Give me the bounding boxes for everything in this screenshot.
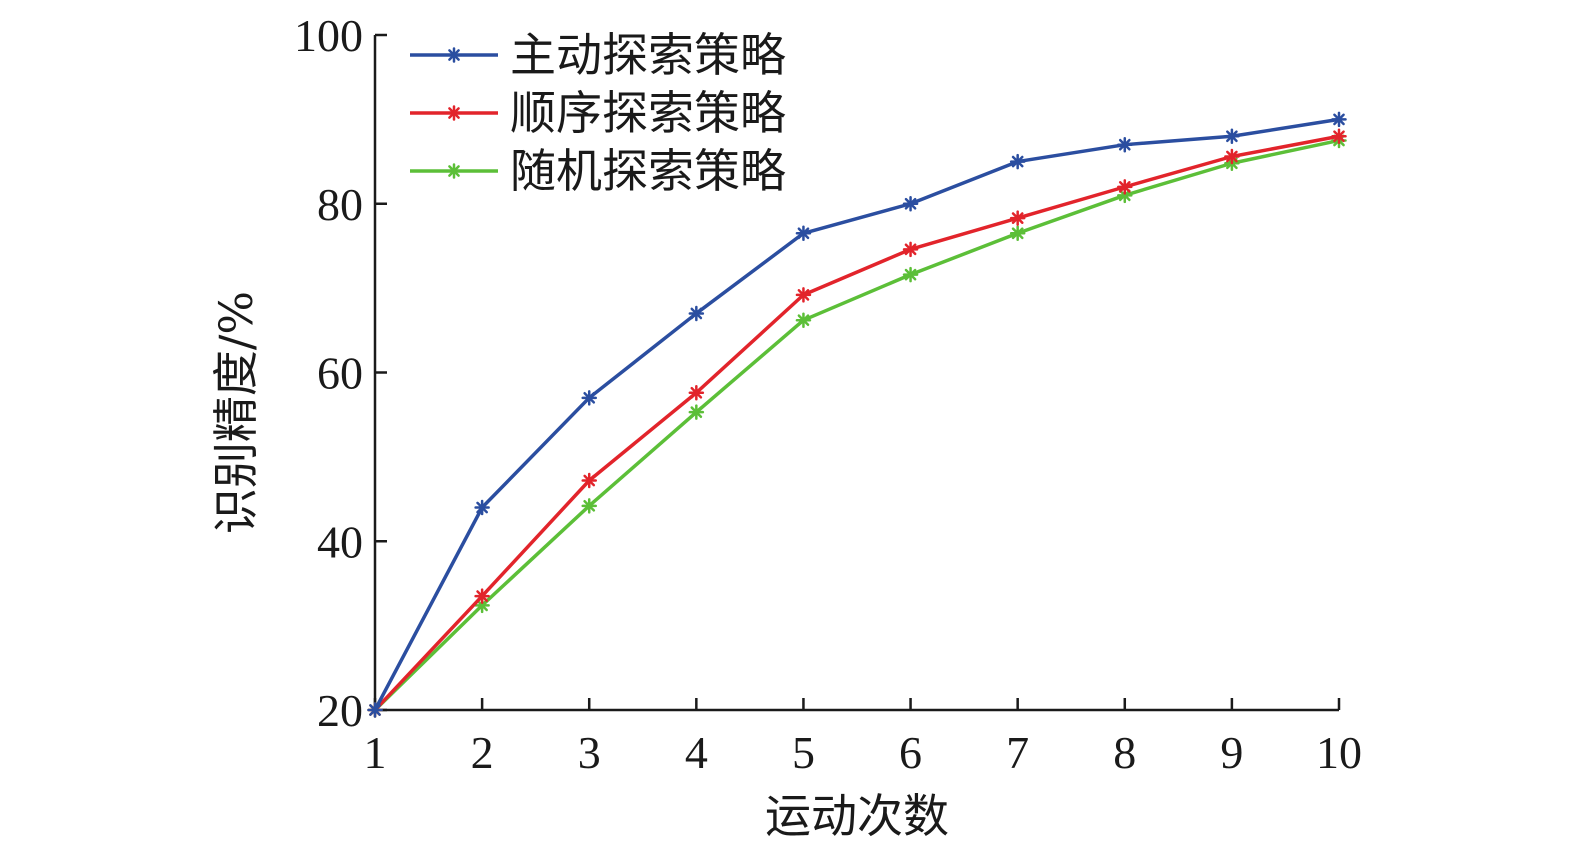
series-line	[373, 134, 1340, 712]
marker-stroke	[797, 227, 810, 240]
x-tick-label: 4	[685, 727, 708, 778]
data-point	[1009, 225, 1026, 242]
x-tick-label: 7	[1006, 727, 1029, 778]
marker-stroke	[690, 386, 703, 399]
series-line	[373, 138, 1340, 712]
data-point	[1224, 148, 1240, 165]
x-tick-label: 1	[364, 727, 387, 778]
x-tick-label: 5	[792, 727, 815, 778]
legend-item-3: 随机探索策略	[410, 144, 786, 198]
data-point	[688, 305, 705, 322]
marker-stroke	[1011, 155, 1024, 168]
marker-stroke	[904, 243, 917, 256]
data-point	[1009, 210, 1026, 226]
x-tick-label: 2	[471, 727, 494, 778]
data-point	[902, 241, 919, 258]
marker-stroke	[1011, 212, 1024, 224]
data-point	[1117, 187, 1133, 204]
data-point	[446, 105, 462, 121]
legend-label: 主动探索策略	[510, 28, 786, 82]
marker-stroke	[1118, 181, 1131, 193]
data-point	[1117, 179, 1133, 195]
x-axis-title: 运动次数	[765, 789, 949, 843]
data-point	[1224, 128, 1240, 144]
axes: 20 40 60 80 100 1 2 3 4 5 6 7 8 9 10	[294, 10, 1362, 778]
y-axis-title: 识别精度/%	[209, 291, 263, 534]
marker-stroke	[690, 307, 703, 320]
data-point	[581, 390, 597, 406]
data-point	[474, 588, 490, 604]
marker-stroke	[797, 289, 810, 301]
marker-stroke	[476, 599, 488, 612]
x-tick-label: 9	[1220, 727, 1243, 778]
marker-stroke	[1226, 130, 1238, 143]
y-tick-label: 20	[317, 685, 363, 736]
marker-stroke	[583, 499, 596, 512]
marker-stroke	[1333, 113, 1345, 126]
series-3	[367, 132, 1347, 718]
marker-stroke	[476, 501, 488, 514]
y-tick-label: 60	[317, 348, 363, 399]
marker-stroke	[448, 107, 460, 119]
legend-item-1: 主动探索策略	[410, 28, 786, 82]
marker-stroke	[369, 704, 381, 716]
x-tick-label: 6	[899, 727, 922, 778]
legend-label: 随机探索策略	[510, 144, 786, 198]
y-tick-label: 80	[317, 179, 363, 230]
data-point	[581, 472, 597, 489]
marker-stroke	[1333, 130, 1345, 143]
marker-stroke	[1226, 150, 1238, 163]
data-point	[1331, 128, 1347, 144]
marker-stroke	[583, 391, 596, 404]
data-point	[446, 163, 462, 179]
series-1	[367, 111, 1347, 718]
marker-stroke	[1011, 227, 1024, 240]
marker-stroke	[1118, 138, 1131, 151]
series-line	[373, 117, 1340, 711]
data-point	[902, 196, 919, 212]
marker-stroke	[904, 197, 917, 210]
y-tick-label: 40	[317, 516, 363, 567]
x-tick-label: 10	[1316, 727, 1362, 778]
data-point	[795, 225, 812, 242]
marker-stroke	[583, 474, 596, 487]
marker-stroke	[448, 49, 460, 61]
data-point	[1117, 136, 1133, 153]
data-point	[1009, 153, 1026, 170]
data-point	[795, 312, 812, 328]
data-point	[367, 702, 383, 718]
data-point	[581, 498, 597, 514]
data-point	[795, 287, 812, 303]
marker-stroke	[1118, 189, 1131, 202]
data-point	[688, 404, 705, 420]
data-point	[902, 266, 919, 283]
data-point	[474, 499, 490, 516]
series-layer	[367, 111, 1347, 718]
data-point	[1331, 111, 1347, 128]
marker-stroke	[448, 165, 460, 177]
legend-label: 顺序探索策略	[510, 86, 786, 140]
marker-stroke	[476, 590, 488, 602]
y-tick-label: 100	[294, 10, 363, 61]
x-tick-label: 3	[578, 727, 601, 778]
data-point	[446, 47, 462, 63]
legend-item-2: 顺序探索策略	[410, 86, 786, 140]
data-point	[688, 385, 705, 401]
x-tick-label: 8	[1113, 727, 1136, 778]
marker-stroke	[797, 314, 810, 327]
marker-stroke	[690, 406, 703, 419]
marker-stroke	[904, 268, 917, 281]
